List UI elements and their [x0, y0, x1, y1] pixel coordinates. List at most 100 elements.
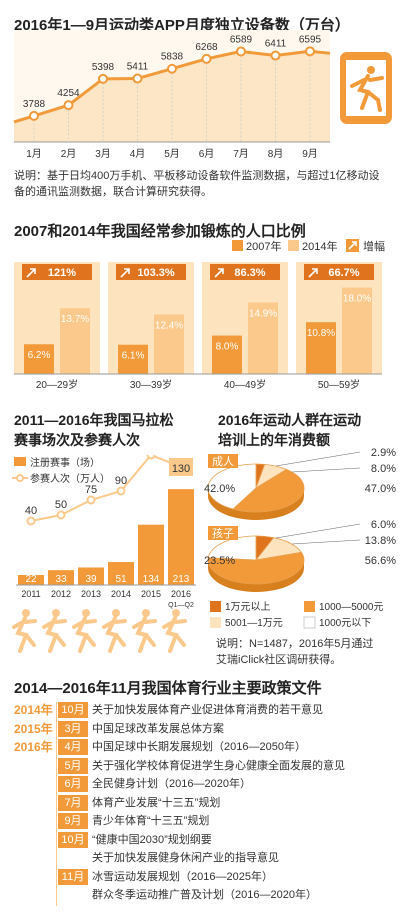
- policy-month: 11月: [58, 868, 88, 885]
- data-label: 6595: [299, 34, 322, 45]
- line-point: [29, 110, 39, 121]
- runner-head: [142, 609, 150, 617]
- policy-month: 3月: [58, 720, 88, 737]
- event-bar: [168, 489, 194, 585]
- event-bar: [78, 567, 104, 585]
- pie-slice-label: 6.0%: [371, 519, 396, 531]
- participants-line: [30, 455, 182, 522]
- policy-timeline: 2014年 10月 关于加快发展体育产业促进体育消费的若干意见 2015年 3月 中国足球…: [0, 700, 400, 910]
- x-tick-label: 2011: [21, 589, 40, 599]
- pie-slice: [232, 468, 305, 513]
- policy-month: 10月: [58, 831, 88, 848]
- line-point: [236, 46, 246, 57]
- x-tick-label: 8月: [268, 148, 284, 160]
- data-label: 6589: [230, 34, 253, 45]
- policy-text: 关于强化学校体育促进学生身心健康全面发展的意见: [92, 759, 345, 772]
- x-tick-label: 1月: [26, 148, 42, 160]
- bar-2014: [248, 302, 278, 374]
- x-tick-label: 5月: [164, 148, 180, 160]
- x-tick-label: 20—29岁: [36, 378, 78, 391]
- leader-line: [291, 467, 361, 473]
- pie-slice-label: 42.0%: [204, 483, 235, 495]
- x-tick-label: 2016: [171, 589, 191, 599]
- policy-month: 4月: [58, 739, 88, 755]
- x-tick-label: 9月: [302, 148, 318, 160]
- legend-label-2007: 2007年: [246, 239, 281, 253]
- policy-year: 2016年: [14, 740, 53, 754]
- bar-2007-label: 8.0%: [216, 342, 239, 353]
- policy-text: 中国足球改革发展总体方案: [92, 722, 224, 735]
- growth-arrow-icon: [308, 268, 318, 278]
- event-bar: [108, 562, 134, 585]
- x-tick-label: 2012: [51, 589, 71, 599]
- data-label: 3788: [23, 99, 46, 110]
- event-bar-label: 39: [85, 574, 97, 585]
- line-chart-title: 2016年1—9月运动类APP月度独立设备数（万台）: [14, 17, 350, 34]
- marathon-chart-title-line1: 2011—2016年我国马拉松: [14, 412, 174, 428]
- x-tick-label: 2014: [111, 589, 131, 599]
- growth-arrow-icon: [214, 268, 224, 278]
- line-chart-note: 说明：基于日均400万手机、平板移动设备软件监测数据，与超过1亿移动设备的通讯监…: [14, 170, 380, 198]
- growth-badge: [22, 264, 92, 280]
- participants-label: 75: [85, 484, 97, 496]
- bar-2007: [212, 335, 242, 374]
- runner-head: [52, 609, 60, 617]
- data-label: 5411: [127, 62, 149, 73]
- pie-note-line2: 艾瑞iClick社区调研获得。: [216, 654, 342, 666]
- growth-arrow-icon: [120, 268, 130, 278]
- training-chart-title-line2: 培训上的年消费额: [218, 432, 330, 448]
- exercise-chart-title: 2007和2014年我国经常参加锻炼的人口比例: [14, 223, 306, 240]
- runner-head: [22, 609, 30, 617]
- runner-head: [367, 66, 375, 74]
- pie-slice: [207, 463, 257, 510]
- tablet-runner-icon: [340, 52, 392, 124]
- runner-body: [42, 616, 67, 653]
- policy-year: 2015年: [14, 721, 53, 736]
- line-point: [167, 63, 177, 74]
- x-tick-label: 40—49岁: [224, 378, 266, 391]
- participants-label: 90: [115, 475, 127, 487]
- data-label: 5838: [161, 52, 184, 63]
- growth-label: 86.3%: [234, 267, 265, 279]
- bar-2014: [60, 308, 90, 374]
- participants-point: [26, 516, 36, 526]
- growth-badge: [304, 264, 374, 280]
- runner-body: [162, 616, 187, 653]
- legend-swatch-events: [14, 457, 26, 466]
- growth-label: 66.7%: [328, 267, 359, 279]
- participants-label: 130: [172, 463, 190, 475]
- bar-2014-label: 13.7%: [61, 314, 89, 325]
- policy-text: 青少年体育“十三五”规划: [92, 815, 210, 827]
- pie-slice-label: 8.0%: [371, 463, 396, 475]
- x-tick-label: 50—59岁: [318, 378, 360, 391]
- pie-slice-label: 56.6%: [365, 555, 396, 567]
- pie-group-label: 成人: [212, 455, 234, 468]
- legend-swatch-2014: [288, 240, 299, 251]
- pie-group-label: 孩子: [212, 527, 234, 540]
- runner-body: [72, 616, 97, 653]
- participants-point: [146, 455, 156, 460]
- bar-2007: [24, 344, 54, 374]
- policy-month: 10月: [58, 702, 88, 718]
- app-devices-line-chart: 3788 1月 4254 2月 5398 3月 5411 4月 5838 5月 6268 6月 6589…: [13, 30, 392, 160]
- policy-year: 2014年: [14, 703, 53, 717]
- policy-month: 5月: [58, 757, 88, 774]
- pie-group-badge: [208, 526, 238, 540]
- pie-legend-label: 1000元以下: [319, 618, 371, 629]
- bar-2007-label: 6.1%: [122, 351, 145, 362]
- line-point: [201, 53, 212, 64]
- leader-line: [275, 523, 361, 539]
- pie-slice: [207, 535, 257, 561]
- participants-point: [56, 510, 66, 520]
- x-tick-label: 6月: [199, 148, 215, 160]
- exercise-bar-chart: 2007年 2014年 增幅 6.2% 13.7% 121% 20—29岁 6.1% 12.4%…: [14, 239, 385, 391]
- data-label: 6268: [195, 42, 218, 53]
- bar-2014-label: 12.4%: [155, 320, 183, 331]
- runner-head: [172, 609, 180, 617]
- x-tick-sublabel: Q1—Q2: [168, 602, 194, 609]
- x-tick-label: 2013: [81, 589, 101, 599]
- growth-badge: [116, 264, 186, 280]
- participants-point: [116, 486, 126, 496]
- runner-body: [132, 616, 157, 653]
- policy-month: 7月: [58, 794, 88, 811]
